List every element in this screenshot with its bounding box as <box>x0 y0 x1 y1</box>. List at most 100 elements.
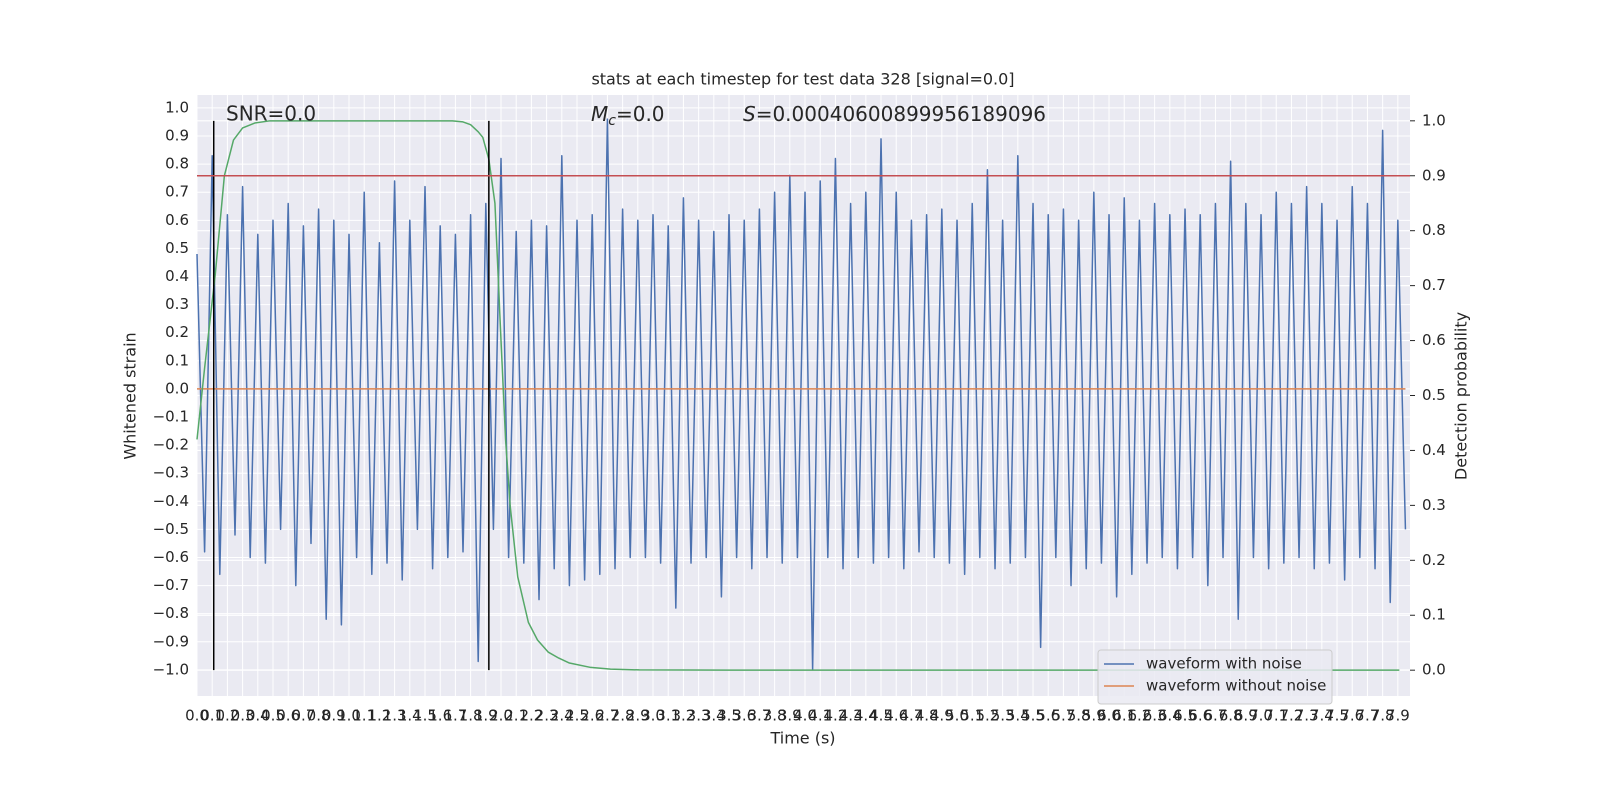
x-tick-label: 5.7 <box>1051 707 1075 725</box>
x-tick-label: 6.4 <box>1158 707 1182 725</box>
x-tick-label: 5.2 <box>975 707 999 725</box>
y2-tick-label: 0.0 <box>1422 661 1446 679</box>
x-tick-label: 7.5 <box>1325 707 1349 725</box>
y-tick-label: −0.8 <box>153 604 189 622</box>
y-tick-label: −0.9 <box>153 632 189 650</box>
y-tick-label: 0.3 <box>165 295 189 313</box>
x-tick-label: 2.5 <box>565 707 589 725</box>
x-tick-label: 2.4 <box>550 707 574 725</box>
y-tick-label: 0.0 <box>165 379 189 397</box>
x-tick-label: 4.7 <box>899 707 923 725</box>
x-tick-label: 7.0 <box>1249 707 1273 725</box>
x-tick-label: 1.0 <box>337 707 361 725</box>
x-tick-label: 5.5 <box>1021 707 1045 725</box>
y2-tick-label: 0.7 <box>1422 276 1446 294</box>
annotation-symbol: M <box>591 102 608 126</box>
x-tick-label: 7.2 <box>1280 707 1304 725</box>
x-tick-label: 3.5 <box>717 707 741 725</box>
x-tick-label: 3.2 <box>671 707 695 725</box>
x-tick-label: 7.4 <box>1310 707 1334 725</box>
y-tick-label: 0.7 <box>165 183 189 201</box>
y-axis-label: Whitened strain <box>121 332 140 459</box>
y-tick-label: 0.9 <box>165 127 189 145</box>
annotation: SNR=0.0 <box>226 102 316 126</box>
y2-tick-label: 0.2 <box>1422 551 1446 569</box>
y-tick-label: −0.5 <box>153 520 189 538</box>
x-tick-label: 7.8 <box>1371 707 1395 725</box>
x-tick-label: 4.4 <box>854 707 878 725</box>
x-tick-label: 2.3 <box>535 707 559 725</box>
y-tick-label: 0.1 <box>165 351 189 369</box>
y2-tick-label: 0.5 <box>1422 386 1446 404</box>
y2-axis-label: Detection probability <box>1452 312 1471 480</box>
x-tick-label: 6.7 <box>1204 707 1228 725</box>
x-tick-label: 7.3 <box>1295 707 1319 725</box>
x-tick-label: 0.2 <box>215 707 239 725</box>
y-tick-label: −0.1 <box>153 407 189 425</box>
x-tick-label: 4.2 <box>823 707 847 725</box>
series-line <box>196 118 1407 671</box>
x-tick-label: 7.9 <box>1386 707 1410 725</box>
y-tick-label: −0.4 <box>153 492 189 510</box>
legend-label: waveform with noise <box>1146 655 1302 673</box>
x-tick-label: 3.3 <box>687 707 711 725</box>
legend-box <box>1097 649 1333 705</box>
x-tick-label: 6.5 <box>1173 707 1197 725</box>
x-tick-label: 6.8 <box>1219 707 1243 725</box>
x-tick-label: 2.0 <box>489 707 513 725</box>
x-tick-label: 3.6 <box>732 707 756 725</box>
x-tick-label: 3.7 <box>747 707 771 725</box>
x-tick-label: 4.0 <box>793 707 817 725</box>
x-axis-label: Time (s) <box>769 729 835 748</box>
x-tick-label: 4.8 <box>915 707 939 725</box>
y-tick-label: 0.8 <box>165 155 189 173</box>
x-tick-label: 1.7 <box>443 707 467 725</box>
y-tick-label: 0.6 <box>165 211 189 229</box>
annotation-text: =0.00040600899956189096 <box>756 102 1046 126</box>
chart-title: stats at each timestep for test data 328… <box>591 70 1014 89</box>
legend-label: waveform without noise <box>1146 677 1326 695</box>
x-tick-label: 1.4 <box>398 707 422 725</box>
x-tick-label: 1.8 <box>459 707 483 725</box>
y-tick-label: 0.4 <box>165 267 189 285</box>
x-tick-label: 6.3 <box>1143 707 1167 725</box>
x-tick-label: 4.6 <box>884 707 908 725</box>
y-tick-label: −0.7 <box>153 576 189 594</box>
y-tick-label: 1.0 <box>165 98 189 116</box>
y-tick-label: −0.6 <box>153 548 189 566</box>
y2-tick-label: 0.4 <box>1422 441 1446 459</box>
x-tick-label: 1.2 <box>367 707 391 725</box>
x-tick-label: 6.6 <box>1188 707 1212 725</box>
y2-tick-label: 0.8 <box>1422 221 1446 239</box>
marks <box>196 118 1410 671</box>
annotation-subscript: c <box>608 113 616 129</box>
annotation: S=0.00040600899956189096 <box>743 102 1046 126</box>
x-tick-label: 1.5 <box>413 707 437 725</box>
x-tick-label: 5.8 <box>1067 707 1091 725</box>
x-tick-label: 5.0 <box>945 707 969 725</box>
x-tick-label: 0.6 <box>276 707 300 725</box>
x-tick-label: 2.2 <box>519 707 543 725</box>
x-tick-label: 3.9 <box>778 707 802 725</box>
y-tick-label: 0.2 <box>165 323 189 341</box>
x-tick-label: 5.3 <box>991 707 1015 725</box>
x-tick-label: 5.1 <box>960 707 984 725</box>
x-tick-label: 4.3 <box>839 707 863 725</box>
y-tick-label: 0.5 <box>165 239 189 257</box>
x-tick-label: 1.1 <box>352 707 376 725</box>
x-tick-label: 5.4 <box>1006 707 1030 725</box>
x-tick-label: 3.8 <box>763 707 787 725</box>
x-tick-label: 1.6 <box>428 707 452 725</box>
x-tick-label: 2.8 <box>611 707 635 725</box>
x-tick-label: 3.1 <box>656 707 680 725</box>
x-tick-label: 0.8 <box>307 707 331 725</box>
x-tick-label: 0.9 <box>322 707 346 725</box>
x-tick-label: 0.0 <box>185 707 209 725</box>
x-tick-label: 5.9 <box>1082 707 1106 725</box>
x-tick-label: 2.1 <box>504 707 528 725</box>
x-tick-label: 3.0 <box>641 707 665 725</box>
y2-tick-label: 0.3 <box>1422 496 1446 514</box>
annotation-symbol: S <box>743 102 756 126</box>
x-tick-label: 7.1 <box>1264 707 1288 725</box>
